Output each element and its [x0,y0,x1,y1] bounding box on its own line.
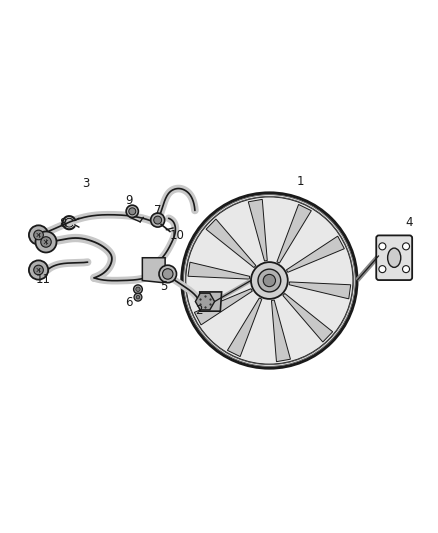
Polygon shape [277,205,311,263]
Circle shape [251,262,288,299]
Circle shape [154,216,162,224]
Circle shape [134,285,142,294]
Text: 10: 10 [170,229,185,243]
Text: 11: 11 [35,273,50,286]
Circle shape [29,260,48,280]
Circle shape [379,265,386,273]
Circle shape [34,265,43,275]
Polygon shape [248,199,267,261]
Circle shape [162,269,173,279]
Polygon shape [289,282,351,299]
Circle shape [159,265,177,282]
Ellipse shape [388,248,401,268]
Polygon shape [206,219,256,268]
Text: 5: 5 [161,280,168,293]
Text: 8: 8 [59,217,66,230]
Text: 3: 3 [82,177,89,190]
Circle shape [379,243,386,250]
Circle shape [129,208,136,215]
Circle shape [134,293,142,301]
Polygon shape [227,298,262,357]
Circle shape [136,295,140,299]
Polygon shape [283,294,333,342]
Circle shape [126,205,138,217]
Circle shape [258,269,281,292]
Polygon shape [286,236,344,272]
Polygon shape [188,262,250,279]
Polygon shape [195,293,215,310]
Circle shape [182,193,357,368]
Text: 4: 4 [406,216,413,229]
Text: 7: 7 [154,204,162,217]
Text: 2: 2 [195,304,203,317]
Circle shape [34,230,43,240]
Polygon shape [194,289,252,325]
Polygon shape [200,292,222,311]
Text: 9: 9 [125,195,133,207]
Circle shape [151,213,165,227]
Circle shape [29,225,48,245]
Circle shape [403,265,410,273]
Text: 1: 1 [296,175,304,188]
Circle shape [263,274,276,287]
Circle shape [41,237,51,247]
Polygon shape [272,300,290,362]
Circle shape [35,231,57,253]
Circle shape [136,287,140,292]
Polygon shape [142,258,172,282]
Text: 6: 6 [125,296,133,309]
FancyBboxPatch shape [376,236,412,280]
Circle shape [403,243,410,250]
